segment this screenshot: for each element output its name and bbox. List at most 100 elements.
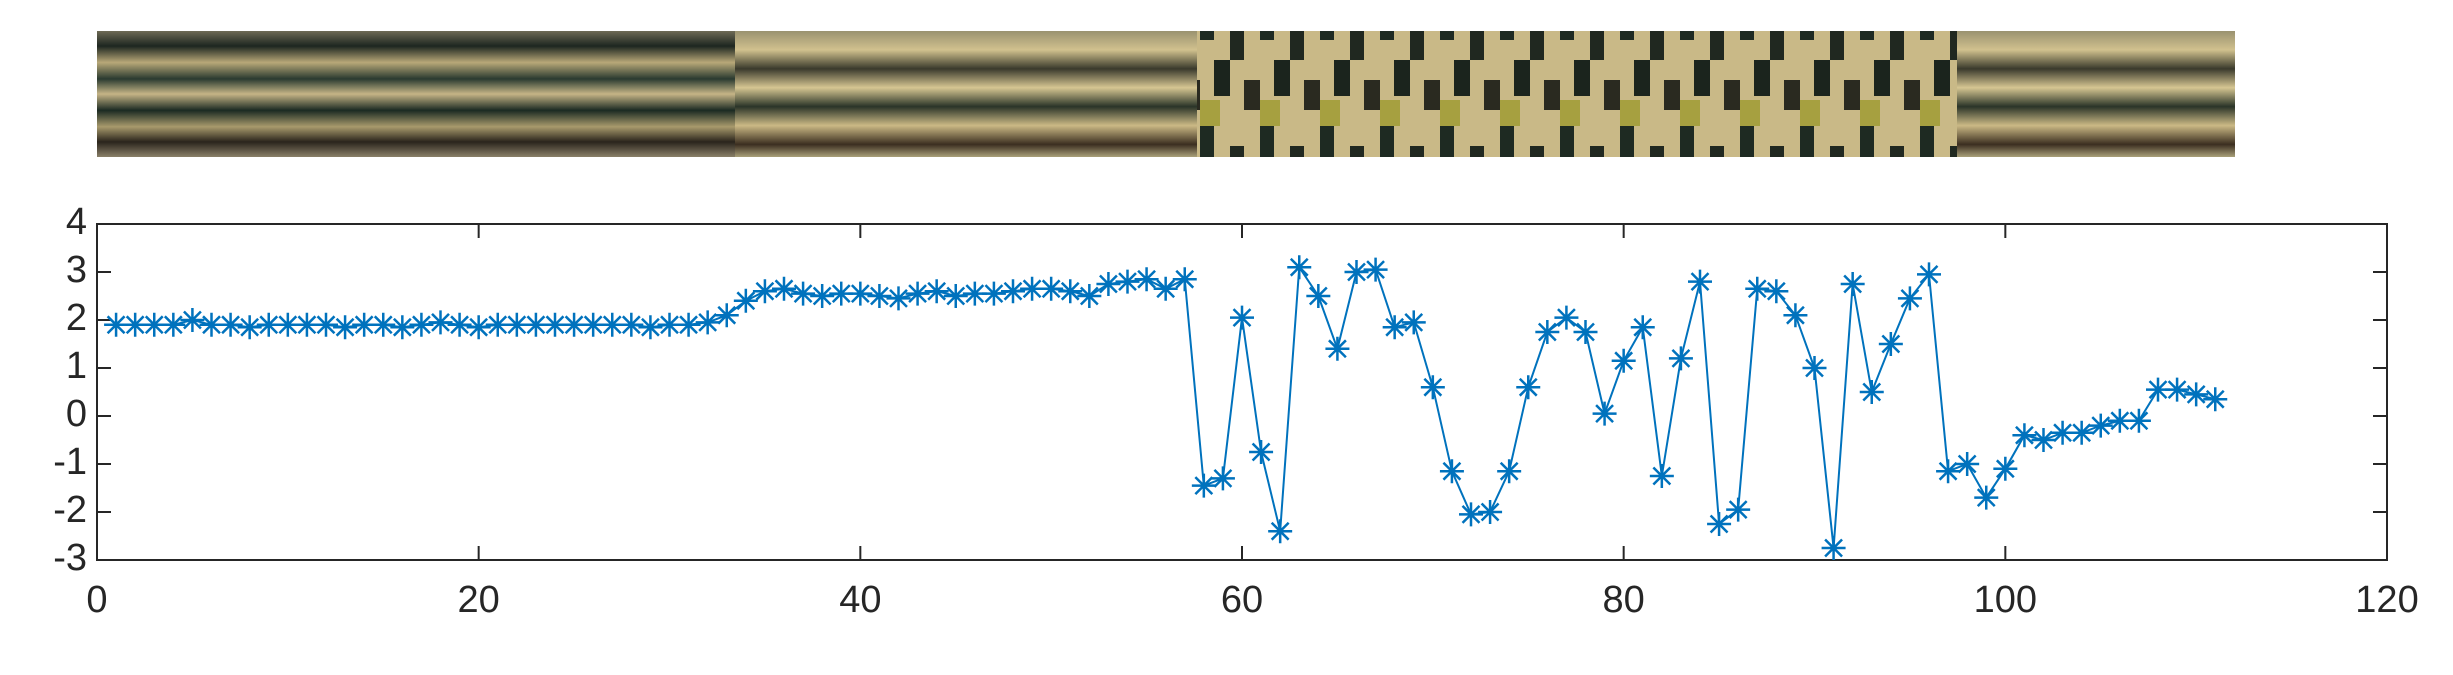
data-marker: [371, 312, 396, 337]
x-tick-label: 80: [1603, 579, 1645, 621]
data-marker: [1172, 267, 1197, 292]
data-marker: [142, 312, 167, 337]
data-marker: [829, 281, 854, 306]
y-tick-label: 1: [66, 345, 87, 387]
data-marker: [1802, 356, 1827, 380]
data-marker: [1592, 401, 1617, 426]
data-marker: [1020, 276, 1045, 301]
data-marker: [943, 284, 968, 308]
data-marker: [161, 312, 186, 337]
data-marker: [600, 312, 625, 337]
x-tick-label: 60: [1221, 579, 1263, 621]
data-marker: [1439, 459, 1464, 484]
x-tick-label: 120: [2355, 579, 2418, 621]
data-marker: [1363, 257, 1388, 282]
data-marker: [924, 279, 949, 304]
data-marker: [199, 312, 224, 337]
data-marker: [180, 308, 205, 332]
data-marker: [1917, 262, 1941, 287]
data-marker: [1688, 269, 1712, 294]
data-marker: [275, 312, 300, 337]
x-tick-label: 100: [1974, 579, 2037, 621]
data-marker: [619, 312, 644, 337]
data-marker: [466, 315, 491, 340]
data-marker: [2165, 377, 2190, 402]
data-marker: [1210, 466, 1235, 491]
data-marker: [1955, 452, 1980, 476]
data-marker: [2107, 408, 2132, 433]
data-marker: [1497, 459, 1522, 484]
data-marker: [1764, 279, 1789, 304]
data-line: [116, 264, 2216, 549]
y-tick-label: 2: [66, 297, 87, 339]
data-marker: [1268, 519, 1293, 544]
data-marker: [1745, 276, 1770, 301]
data-marker: [1459, 502, 1483, 527]
data-marker: [237, 315, 262, 340]
data-marker: [1668, 346, 1693, 371]
y-tick-label: 3: [66, 249, 87, 291]
x-tick-label: 20: [458, 579, 500, 621]
data-marker: [104, 312, 129, 337]
data-marker: [1573, 320, 1598, 344]
data-marker: [2203, 387, 2228, 412]
image-strip: [97, 31, 2235, 157]
data-marker: [1058, 279, 1083, 304]
data-marker: [1191, 473, 1216, 498]
data-marker: [1554, 305, 1579, 330]
data-marker: [1134, 267, 1159, 292]
data-marker: [1344, 260, 1369, 284]
data-marker: [810, 284, 835, 308]
data-marker: [676, 312, 701, 337]
x-tick-label: 40: [839, 579, 881, 621]
data-marker: [1878, 332, 1903, 356]
data-marker: [886, 286, 911, 311]
y-tick-label: 0: [66, 393, 87, 435]
data-marker: [2031, 428, 2056, 452]
plot-frame: [96, 223, 2388, 561]
data-marker: [1936, 459, 1961, 484]
data-marker: [352, 312, 377, 337]
data-marker: [1325, 336, 1350, 361]
y-tick-label: -2: [53, 489, 87, 531]
data-marker: [1249, 440, 1274, 464]
data-marker: [1707, 512, 1732, 536]
data-marker: [2050, 420, 2075, 445]
data-marker: [485, 312, 510, 337]
data-marker: [1039, 276, 1064, 301]
data-marker: [1516, 375, 1541, 400]
data-marker: [256, 312, 281, 337]
data-marker: [2126, 408, 2151, 433]
y-tick-label: 4: [66, 201, 87, 243]
data-marker: [2184, 382, 2209, 407]
data-marker: [581, 312, 606, 337]
data-marker: [1630, 315, 1655, 340]
data-marker: [2146, 377, 2170, 402]
data-marker: [714, 303, 739, 328]
data-marker: [657, 312, 682, 337]
data-marker: [523, 312, 548, 337]
data-marker: [1287, 255, 1312, 280]
data-marker: [1783, 303, 1808, 328]
y-tick-label: -3: [53, 537, 87, 579]
data-marker: [905, 281, 930, 306]
data-marker: [2088, 413, 2113, 438]
data-marker: [1115, 269, 1140, 294]
data-marker: [1420, 375, 1445, 400]
data-marker: [2012, 423, 2037, 448]
data-marker: [1649, 464, 1674, 488]
data-marker: [1401, 310, 1426, 335]
data-marker: [123, 312, 148, 337]
data-marker: [733, 288, 758, 313]
data-marker: [695, 310, 720, 335]
x-tick-label: 0: [86, 579, 107, 621]
data-marker: [294, 312, 319, 337]
data-marker: [1535, 320, 1560, 344]
data-marker: [504, 312, 529, 337]
data-marker: [1230, 305, 1254, 330]
data-marker: [1001, 279, 1025, 304]
data-marker: [314, 312, 338, 337]
data-marker: [428, 310, 453, 335]
